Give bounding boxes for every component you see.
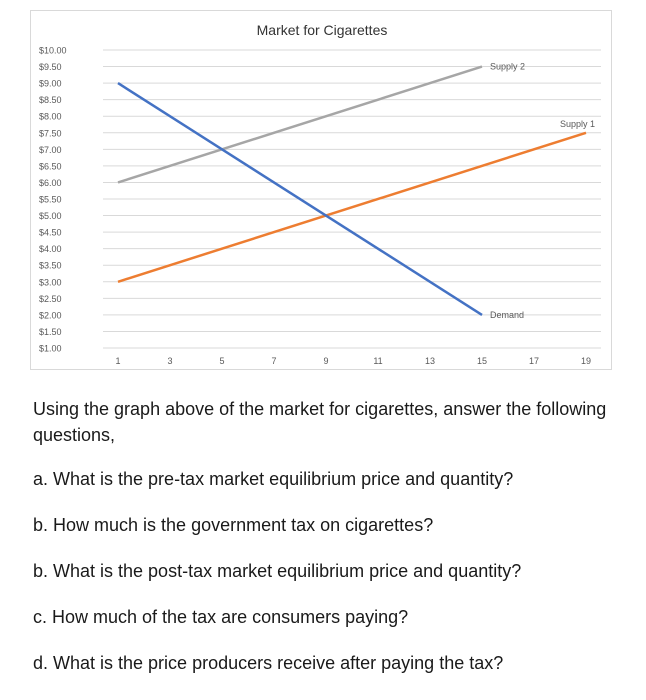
y-tick-label: $4.00: [39, 244, 62, 254]
y-tick-label: $4.50: [39, 228, 62, 238]
market-chart: Market for Cigarettes $10.00 $9.50 $9.00 $8.…: [39, 22, 601, 366]
x-tick-label: 17: [529, 356, 539, 366]
chart-frame: Market for Cigarettes $10.00 $9.50 $9.00 $8.…: [30, 10, 612, 370]
y-tick-label: $10.00: [39, 46, 67, 56]
x-tick-label: 3: [167, 356, 172, 366]
series-label-supply-1: Supply 1: [560, 119, 595, 129]
series-line-demand: [117, 82, 483, 316]
x-tick-label: 13: [425, 356, 435, 366]
y-tick-label: $7.50: [39, 128, 62, 138]
x-tick-label: 1: [115, 356, 120, 366]
y-tick-label: $2.50: [39, 294, 62, 304]
series-label-demand: Demand: [490, 310, 524, 320]
x-tick-label: 15: [477, 356, 487, 366]
series-line-supply-1: [117, 131, 587, 283]
intro-text: Using the graph above of the market for …: [33, 399, 607, 445]
question-b-post-tax: b. What is the post-tax market equilibri…: [33, 561, 522, 581]
question-c: c. How much of the tax are consumers pay…: [33, 607, 409, 627]
y-tick-label: $2.00: [39, 310, 62, 320]
series-line-supply-2: [117, 65, 483, 184]
series-label-supply-2: Supply 2: [490, 62, 525, 72]
x-tick-label: 9: [323, 356, 328, 366]
x-tick-label: 19: [581, 356, 591, 366]
y-tick-label: $5.50: [39, 195, 62, 205]
y-tick-label: $6.50: [39, 161, 62, 171]
y-tick-label: $1.50: [39, 327, 62, 337]
y-tick-label: $8.50: [39, 95, 62, 105]
y-tick-label: $8.00: [39, 112, 62, 122]
x-tick-label: 5: [219, 356, 224, 366]
x-tick-label: 7: [271, 356, 276, 366]
y-tick-label: $9.50: [39, 62, 62, 72]
question-b-tax: b. How much is the government tax on cig…: [33, 515, 434, 535]
x-tick-label: 11: [373, 356, 382, 366]
y-tick-label: $7.00: [39, 145, 62, 155]
y-tick-label: $1.00: [39, 344, 62, 354]
y-tick-label: $5.00: [39, 211, 62, 221]
y-tick-label: $3.50: [39, 261, 62, 271]
y-tick-label: $3.00: [39, 277, 62, 287]
chart-title: Market for Cigarettes: [257, 22, 388, 38]
question-d: d. What is the price producers receive a…: [33, 653, 504, 673]
y-tick-label: $9.00: [39, 79, 62, 89]
question-block: Using the graph above of the market for …: [33, 396, 623, 696]
y-tick-label: $6.00: [39, 178, 62, 188]
question-a: a. What is the pre-tax market equilibriu…: [33, 469, 514, 489]
